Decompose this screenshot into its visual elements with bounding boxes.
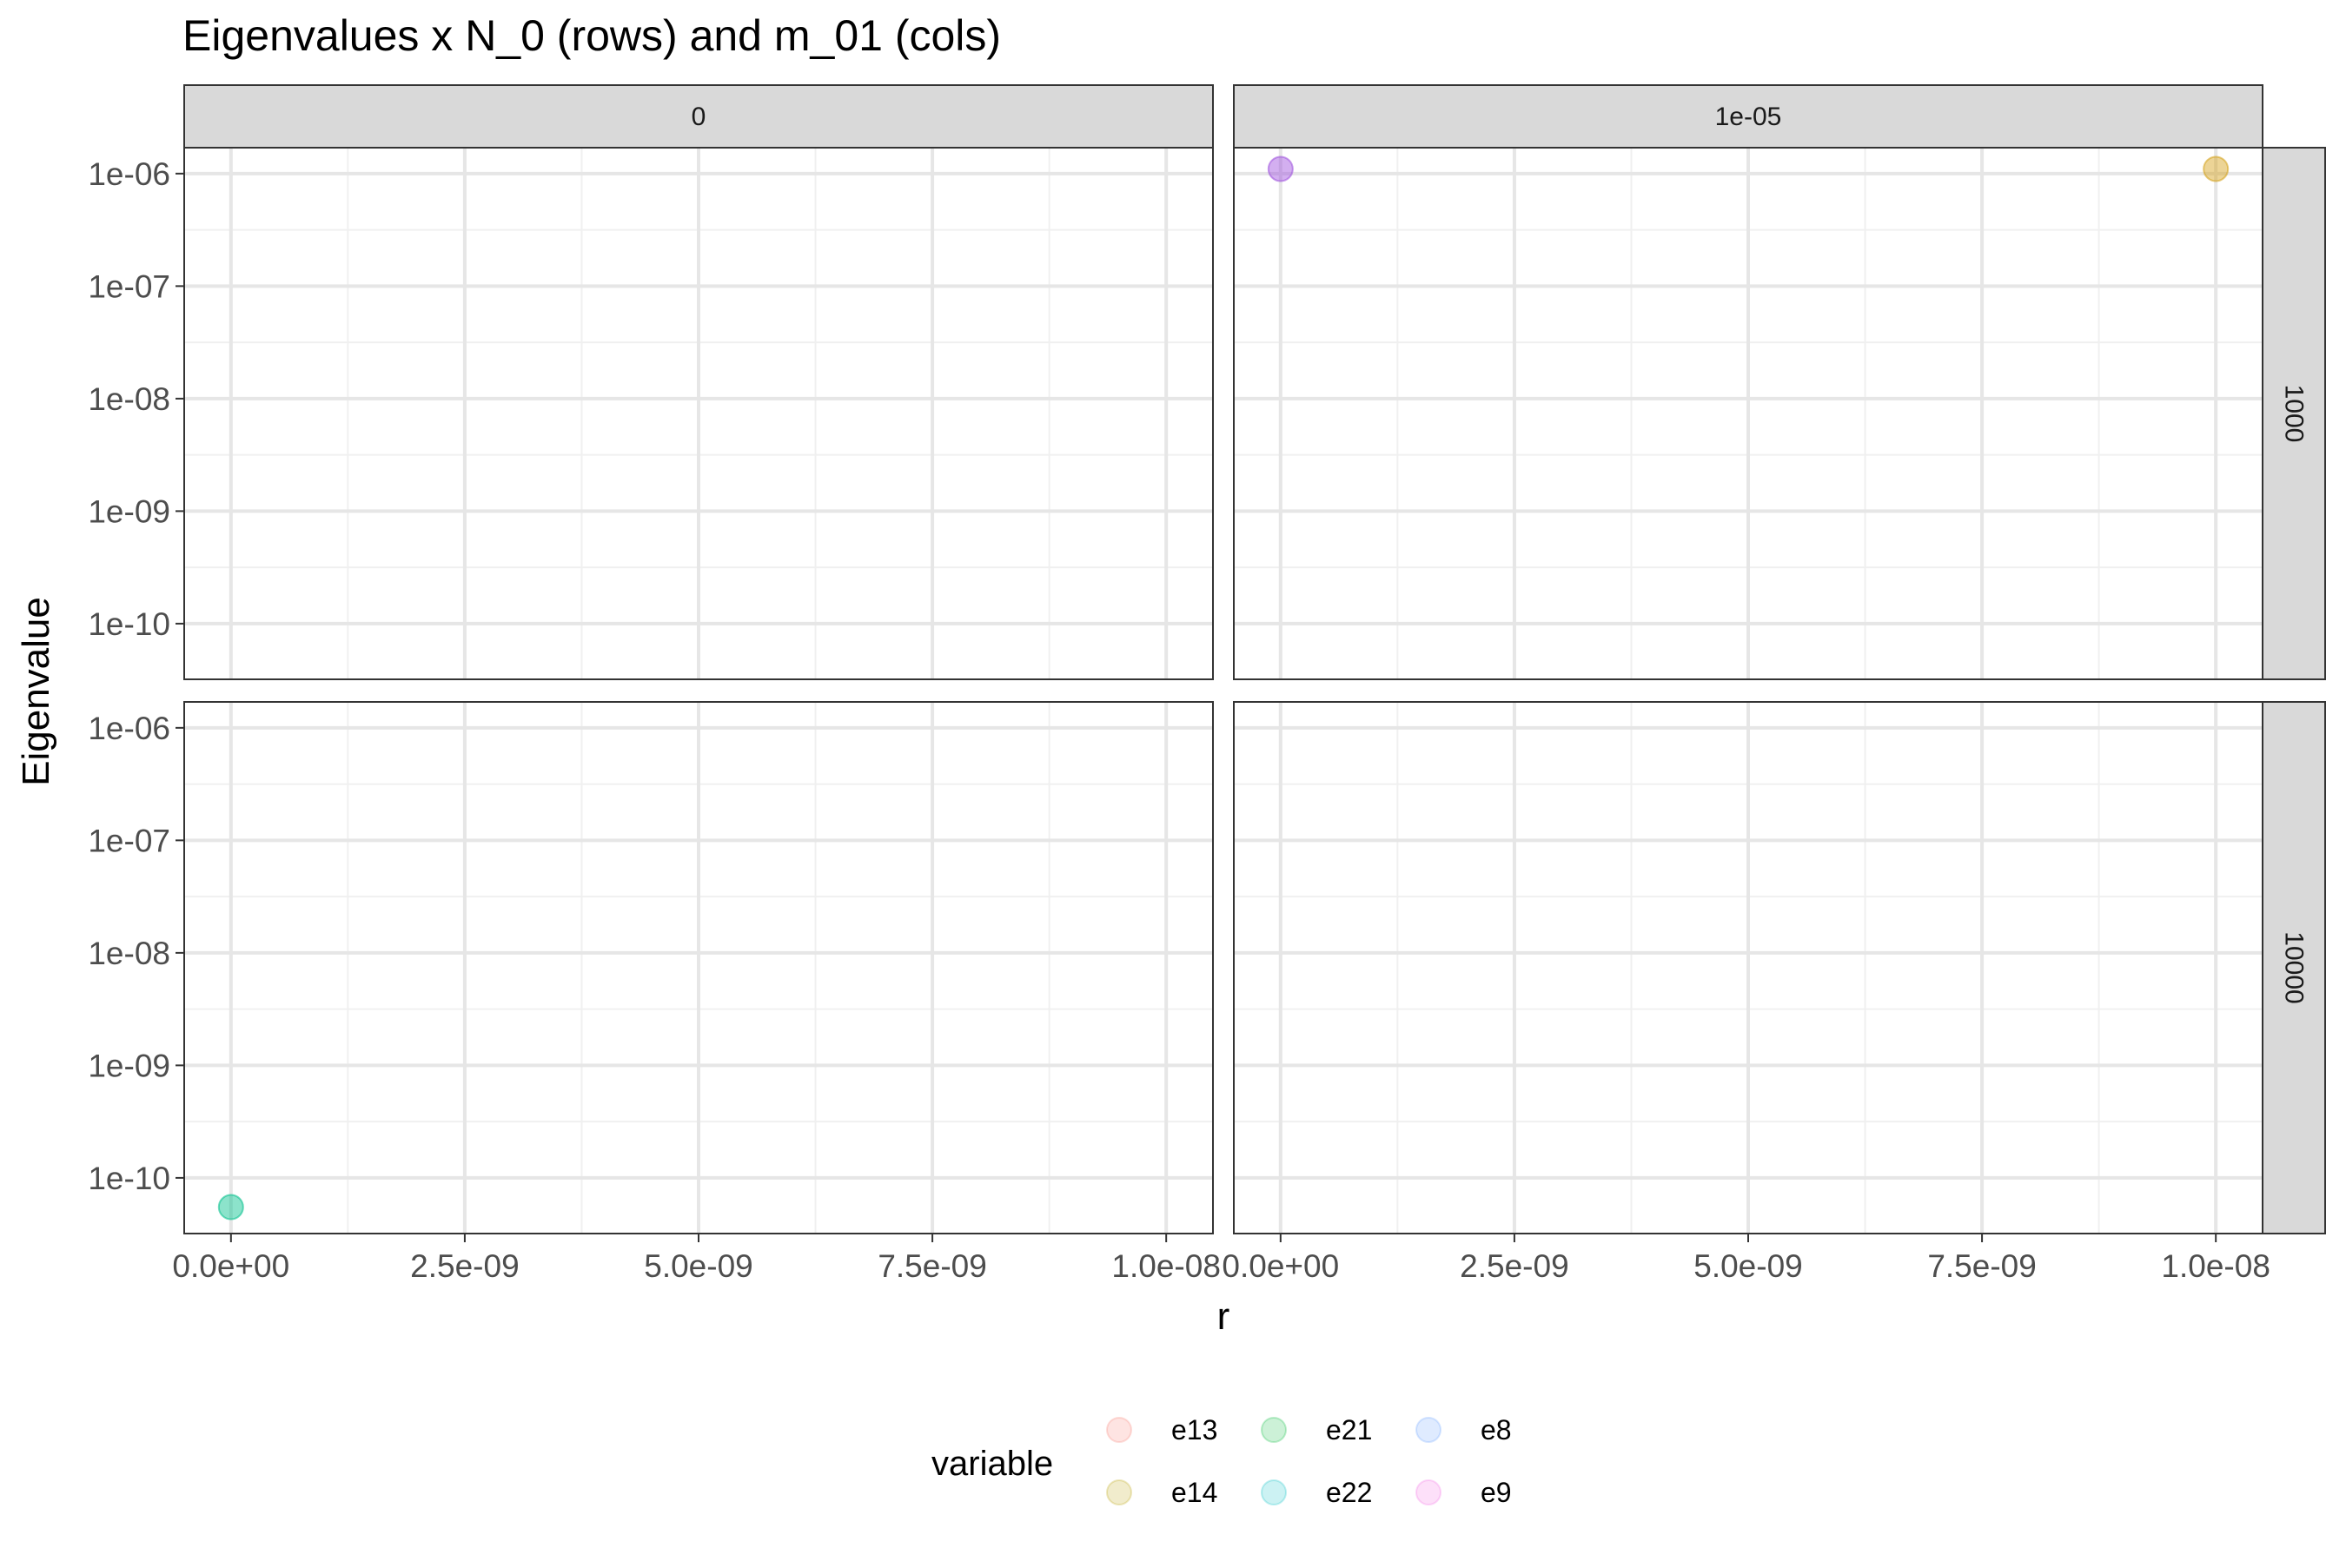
data-point xyxy=(2203,155,2230,182)
legend-key xyxy=(1415,1479,1441,1505)
legend-key xyxy=(1261,1479,1287,1505)
y-tick-label: 1e-10 xyxy=(88,1161,170,1196)
legend-label: e8 xyxy=(1481,1414,1512,1446)
legend-key xyxy=(1415,1417,1441,1443)
y-tick-label: 1e-09 xyxy=(88,1048,170,1083)
x-tick-label: 1.0e-08 xyxy=(1111,1248,1221,1284)
chart-title: Eigenvalues x N_0 (rows) and m_01 (cols) xyxy=(182,11,1001,60)
facet-strip-row-label: 1000 xyxy=(2280,385,2309,443)
facet-strip-col-label: 1e-05 xyxy=(1715,103,1782,131)
y-axis-title: Eigenvalue xyxy=(15,597,57,786)
y-tick-label: 1e-07 xyxy=(88,268,170,304)
legend-label: e21 xyxy=(1326,1414,1372,1446)
y-tick-label: 1e-06 xyxy=(88,156,170,192)
facet-strip-col xyxy=(183,84,1214,149)
legend-key xyxy=(1261,1417,1287,1443)
legend-label: e22 xyxy=(1326,1477,1372,1508)
y-tick-label: 1e-06 xyxy=(88,711,170,746)
facet-strip-row xyxy=(2262,701,2326,1234)
y-tick-label: 1e-08 xyxy=(88,381,170,417)
x-tick-label: 0.0e+00 xyxy=(172,1248,289,1284)
legend-key xyxy=(1106,1417,1132,1443)
facet-strip-col xyxy=(1233,84,2263,149)
x-tick-label: 5.0e-09 xyxy=(1693,1248,1803,1284)
y-tick-label: 1e-07 xyxy=(88,823,170,858)
facet-strip-row xyxy=(2262,147,2326,680)
x-tick-label: 7.5e-09 xyxy=(1927,1248,2037,1284)
x-axis-title: r xyxy=(1217,1295,1230,1338)
y-tick-label: 1e-09 xyxy=(88,493,170,529)
x-tick-label: 0.0e+00 xyxy=(1222,1248,1339,1284)
legend-key xyxy=(1106,1479,1132,1505)
x-tick-label: 2.5e-09 xyxy=(410,1248,520,1284)
x-tick-label: 1.0e-08 xyxy=(2161,1248,2270,1284)
y-tick-label: 1e-10 xyxy=(88,606,170,642)
legend-label: e9 xyxy=(1481,1477,1512,1508)
facet-strip-col-label: 0 xyxy=(692,103,706,131)
data-point xyxy=(217,1194,244,1221)
x-tick-label: 7.5e-09 xyxy=(878,1248,987,1284)
data-point xyxy=(1267,155,1294,182)
facet-strip-row-label: 10000 xyxy=(2280,931,2309,1003)
x-tick-label: 2.5e-09 xyxy=(1460,1248,1569,1284)
legend-title: variable xyxy=(931,1445,1053,1483)
x-tick-label: 5.0e-09 xyxy=(644,1248,753,1284)
y-tick-label: 1e-08 xyxy=(88,936,170,971)
legend-label: e14 xyxy=(1171,1477,1217,1508)
legend-label: e13 xyxy=(1171,1414,1217,1446)
